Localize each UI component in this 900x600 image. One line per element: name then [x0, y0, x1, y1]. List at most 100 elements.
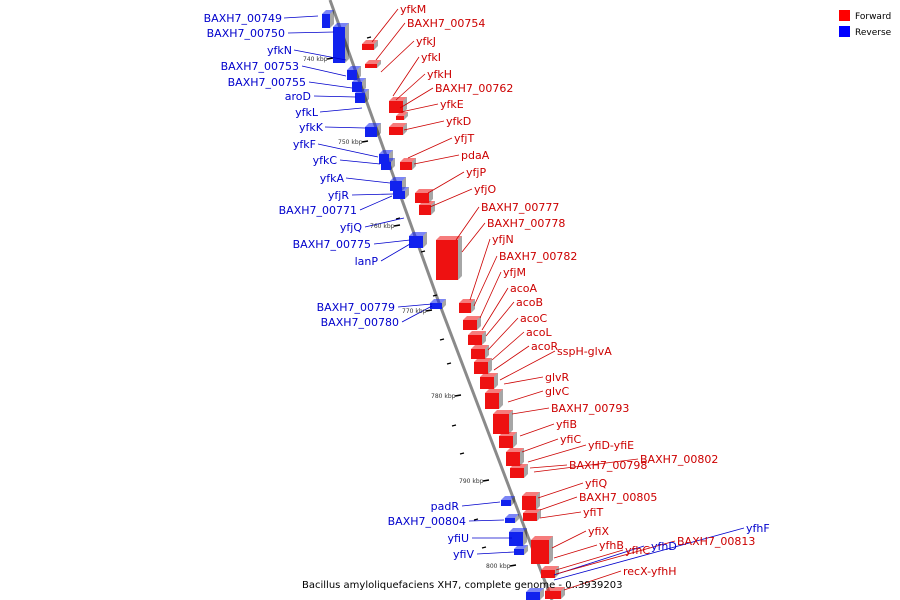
- reverse-gene-label[interactable]: BAXH7_00753: [221, 60, 299, 73]
- forward-gene-label[interactable]: BAXH7_00805: [579, 491, 657, 504]
- reverse-gene-label[interactable]: lanP: [355, 255, 379, 268]
- reverse-gene-label[interactable]: yfhF: [746, 522, 770, 535]
- forward-gene-label[interactable]: glvC: [545, 385, 570, 398]
- forward-gene-label[interactable]: BAXH7_00777: [481, 201, 559, 214]
- reverse-gene-label[interactable]: yfhD: [651, 540, 677, 553]
- forward-gene-block[interactable]: [510, 464, 528, 478]
- reverse-gene-label[interactable]: BAXH7_00755: [228, 76, 306, 89]
- reverse-gene-block[interactable]: [509, 528, 527, 546]
- forward-gene-label[interactable]: yfjM: [503, 266, 526, 279]
- forward-gene-label[interactable]: BAXH7_00762: [435, 82, 513, 95]
- reverse-gene-label[interactable]: BAXH7_00750: [207, 27, 285, 40]
- forward-gene-label[interactable]: acoL: [526, 326, 553, 339]
- forward-gene-block[interactable]: [522, 492, 540, 510]
- forward-gene-block[interactable]: [545, 587, 565, 599]
- reverse-gene-block[interactable]: [505, 514, 519, 523]
- reverse-gene-block[interactable]: [333, 23, 349, 63]
- forward-gene-block[interactable]: [499, 432, 517, 448]
- forward-gene-label[interactable]: acoA: [510, 282, 538, 295]
- forward-gene-block[interactable]: [389, 123, 407, 135]
- reverse-gene-label[interactable]: yfjR: [328, 189, 349, 202]
- forward-gene-block[interactable]: [415, 189, 433, 203]
- forward-gene-block[interactable]: [419, 201, 435, 215]
- reverse-gene-block[interactable]: [393, 187, 409, 199]
- forward-gene-label[interactable]: yfkH: [427, 68, 452, 81]
- forward-gene-block[interactable]: [541, 566, 559, 578]
- forward-gene-block[interactable]: [436, 236, 462, 280]
- reverse-gene-label[interactable]: yfkC: [313, 154, 338, 167]
- reverse-gene-label[interactable]: BAXH7_00771: [279, 204, 357, 217]
- forward-gene-label[interactable]: BAXH7_00813: [677, 535, 755, 548]
- forward-gene-label[interactable]: yfhC: [625, 544, 650, 557]
- reverse-gene-label[interactable]: yfiU: [448, 532, 470, 545]
- reverse-gene-label[interactable]: yfiV: [453, 548, 474, 561]
- forward-gene-label[interactable]: yfjN: [492, 233, 514, 246]
- forward-gene-label[interactable]: yfhB: [599, 539, 624, 552]
- forward-gene-label[interactable]: acoB: [516, 296, 543, 309]
- reverse-gene-block[interactable]: [352, 78, 366, 92]
- forward-gene-block[interactable]: [480, 373, 498, 389]
- forward-gene-label[interactable]: BAXH7_00793: [551, 402, 629, 415]
- forward-gene-label[interactable]: recX-yfhH: [623, 565, 677, 578]
- forward-gene-block[interactable]: [400, 158, 416, 170]
- reverse-gene-label[interactable]: yfkK: [299, 121, 324, 134]
- reverse-gene-label[interactable]: BAXH7_00749: [204, 12, 282, 25]
- forward-gene-label[interactable]: glvR: [545, 371, 570, 384]
- forward-gene-label[interactable]: BAXH7_00798: [569, 459, 647, 472]
- forward-gene-label[interactable]: yfiC: [560, 433, 581, 446]
- forward-gene-label[interactable]: acoC: [520, 312, 548, 325]
- reverse-gene-label[interactable]: BAXH7_00779: [317, 301, 395, 314]
- reverse-gene-label[interactable]: aroD: [285, 90, 311, 103]
- reverse-gene-label[interactable]: BAXH7_00775: [293, 238, 371, 251]
- forward-gene-label[interactable]: BAXH7_00802: [640, 453, 718, 466]
- forward-gene-label[interactable]: BAXH7_00778: [487, 217, 565, 230]
- forward-gene-label[interactable]: yfjO: [474, 183, 496, 196]
- forward-gene-label[interactable]: yfjT: [454, 132, 474, 145]
- forward-gene-label[interactable]: acoR: [531, 340, 559, 353]
- forward-gene-label[interactable]: yfkE: [440, 98, 464, 111]
- reverse-gene-block[interactable]: [526, 588, 544, 600]
- forward-gene-label[interactable]: yfkD: [446, 115, 471, 128]
- reverse-gene-block[interactable]: [355, 89, 369, 103]
- forward-gene-label[interactable]: yfiQ: [585, 477, 607, 490]
- reverse-gene-block[interactable]: [430, 299, 446, 309]
- forward-gene-label[interactable]: yfkJ: [416, 35, 436, 48]
- reverse-gene-block[interactable]: [381, 158, 395, 170]
- forward-gene-label[interactable]: yfiB: [556, 418, 577, 431]
- reverse-gene-label[interactable]: yfkL: [295, 106, 319, 119]
- forward-gene-block[interactable]: [365, 60, 381, 68]
- reverse-gene-label[interactable]: BAXH7_00804: [388, 515, 466, 528]
- forward-gene-label[interactable]: yfiT: [583, 506, 603, 519]
- forward-gene-label[interactable]: sspH-glvA: [557, 345, 612, 358]
- forward-gene-block[interactable]: [459, 299, 475, 313]
- reverse-gene-block[interactable]: [347, 66, 361, 80]
- forward-gene-label[interactable]: BAXH7_00754: [407, 17, 485, 30]
- forward-gene-label[interactable]: BAXH7_00782: [499, 250, 577, 263]
- forward-gene-block[interactable]: [523, 509, 541, 521]
- reverse-gene-label[interactable]: padR: [431, 500, 460, 513]
- forward-gene-block[interactable]: [531, 536, 553, 564]
- reverse-gene-label[interactable]: yfkN: [267, 44, 292, 57]
- forward-gene-block[interactable]: [471, 345, 489, 359]
- forward-gene-label[interactable]: yfkI: [421, 51, 441, 64]
- reverse-gene-label[interactable]: yfkF: [293, 138, 316, 151]
- reverse-gene-block[interactable]: [409, 232, 427, 248]
- forward-gene-label[interactable]: yfjP: [466, 166, 486, 179]
- forward-gene-label[interactable]: yfkM: [400, 3, 426, 16]
- forward-gene-label[interactable]: yfiD-yfiE: [588, 439, 634, 452]
- forward-gene-block[interactable]: [396, 112, 408, 120]
- reverse-gene-block[interactable]: [514, 545, 528, 555]
- forward-gene-label[interactable]: yfiX: [588, 525, 609, 538]
- forward-gene-block[interactable]: [463, 316, 481, 330]
- forward-gene-block[interactable]: [506, 448, 524, 466]
- forward-gene-block[interactable]: [468, 331, 486, 345]
- forward-gene-block[interactable]: [362, 40, 378, 50]
- reverse-gene-block[interactable]: [501, 496, 515, 506]
- reverse-gene-label[interactable]: yfjQ: [340, 221, 362, 234]
- forward-gene-label[interactable]: pdaA: [461, 149, 490, 162]
- forward-gene-block[interactable]: [474, 358, 492, 374]
- reverse-gene-label[interactable]: yfkA: [320, 172, 345, 185]
- reverse-gene-block[interactable]: [322, 10, 334, 28]
- reverse-gene-label[interactable]: BAXH7_00780: [321, 316, 399, 329]
- forward-gene-block[interactable]: [485, 389, 503, 409]
